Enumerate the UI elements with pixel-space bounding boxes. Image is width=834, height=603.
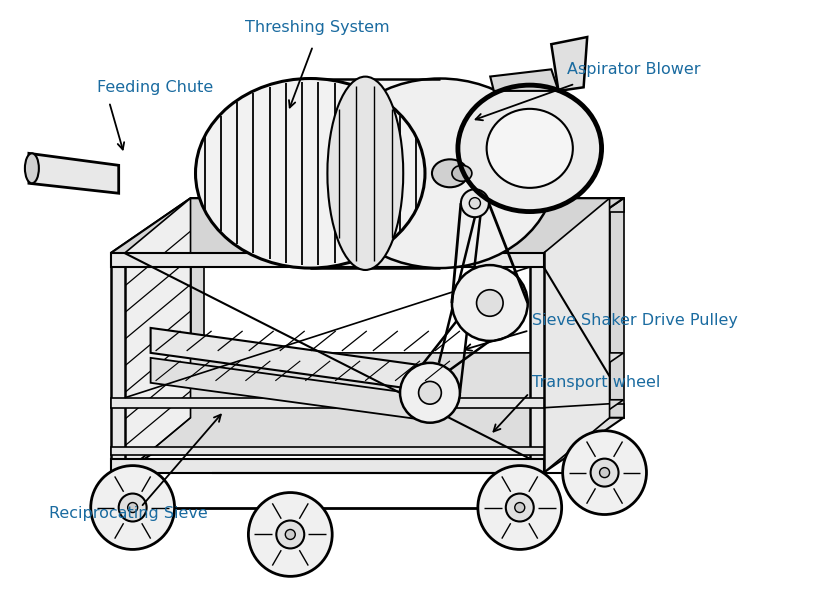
Circle shape <box>461 189 489 217</box>
Ellipse shape <box>25 153 39 183</box>
Circle shape <box>563 431 646 514</box>
Polygon shape <box>544 198 610 473</box>
Circle shape <box>128 502 138 513</box>
Ellipse shape <box>328 77 403 270</box>
Circle shape <box>400 363 460 423</box>
Circle shape <box>590 459 619 487</box>
Ellipse shape <box>195 78 425 268</box>
Polygon shape <box>124 198 190 473</box>
Polygon shape <box>190 198 624 212</box>
Circle shape <box>505 494 534 522</box>
Polygon shape <box>310 78 440 268</box>
Ellipse shape <box>432 159 468 188</box>
Polygon shape <box>29 153 118 193</box>
Circle shape <box>452 265 528 341</box>
Circle shape <box>285 529 295 540</box>
Polygon shape <box>111 198 624 253</box>
Polygon shape <box>111 198 204 253</box>
Ellipse shape <box>325 78 555 268</box>
Circle shape <box>478 466 561 549</box>
Polygon shape <box>490 69 559 91</box>
Circle shape <box>600 467 610 478</box>
Text: Transport wheel: Transport wheel <box>532 375 661 390</box>
Text: Feeding Chute: Feeding Chute <box>97 80 213 95</box>
Text: Sieve Shaker Drive Pulley: Sieve Shaker Drive Pulley <box>532 313 738 328</box>
Polygon shape <box>190 404 624 418</box>
Circle shape <box>419 382 441 404</box>
Polygon shape <box>151 358 430 421</box>
Polygon shape <box>111 418 204 473</box>
Circle shape <box>118 494 147 522</box>
Polygon shape <box>530 253 544 473</box>
Polygon shape <box>111 459 544 473</box>
Polygon shape <box>111 253 544 267</box>
Polygon shape <box>551 37 587 91</box>
Circle shape <box>515 502 525 513</box>
Ellipse shape <box>452 165 472 182</box>
Text: Aspirator Blower: Aspirator Blower <box>567 62 701 77</box>
Polygon shape <box>530 418 624 473</box>
Circle shape <box>276 520 304 549</box>
Ellipse shape <box>487 109 573 188</box>
Circle shape <box>470 198 480 209</box>
Polygon shape <box>111 253 124 473</box>
Polygon shape <box>151 328 440 393</box>
Polygon shape <box>530 198 624 253</box>
Text: Reciprocating Sieve: Reciprocating Sieve <box>49 506 208 521</box>
Polygon shape <box>111 447 544 455</box>
Polygon shape <box>190 198 204 418</box>
Text: Threshing System: Threshing System <box>245 21 389 35</box>
Polygon shape <box>111 400 624 455</box>
Polygon shape <box>111 353 624 408</box>
Ellipse shape <box>458 85 601 212</box>
Polygon shape <box>610 198 624 418</box>
Circle shape <box>91 466 174 549</box>
Circle shape <box>249 493 332 576</box>
Circle shape <box>476 289 503 316</box>
Polygon shape <box>111 398 544 408</box>
